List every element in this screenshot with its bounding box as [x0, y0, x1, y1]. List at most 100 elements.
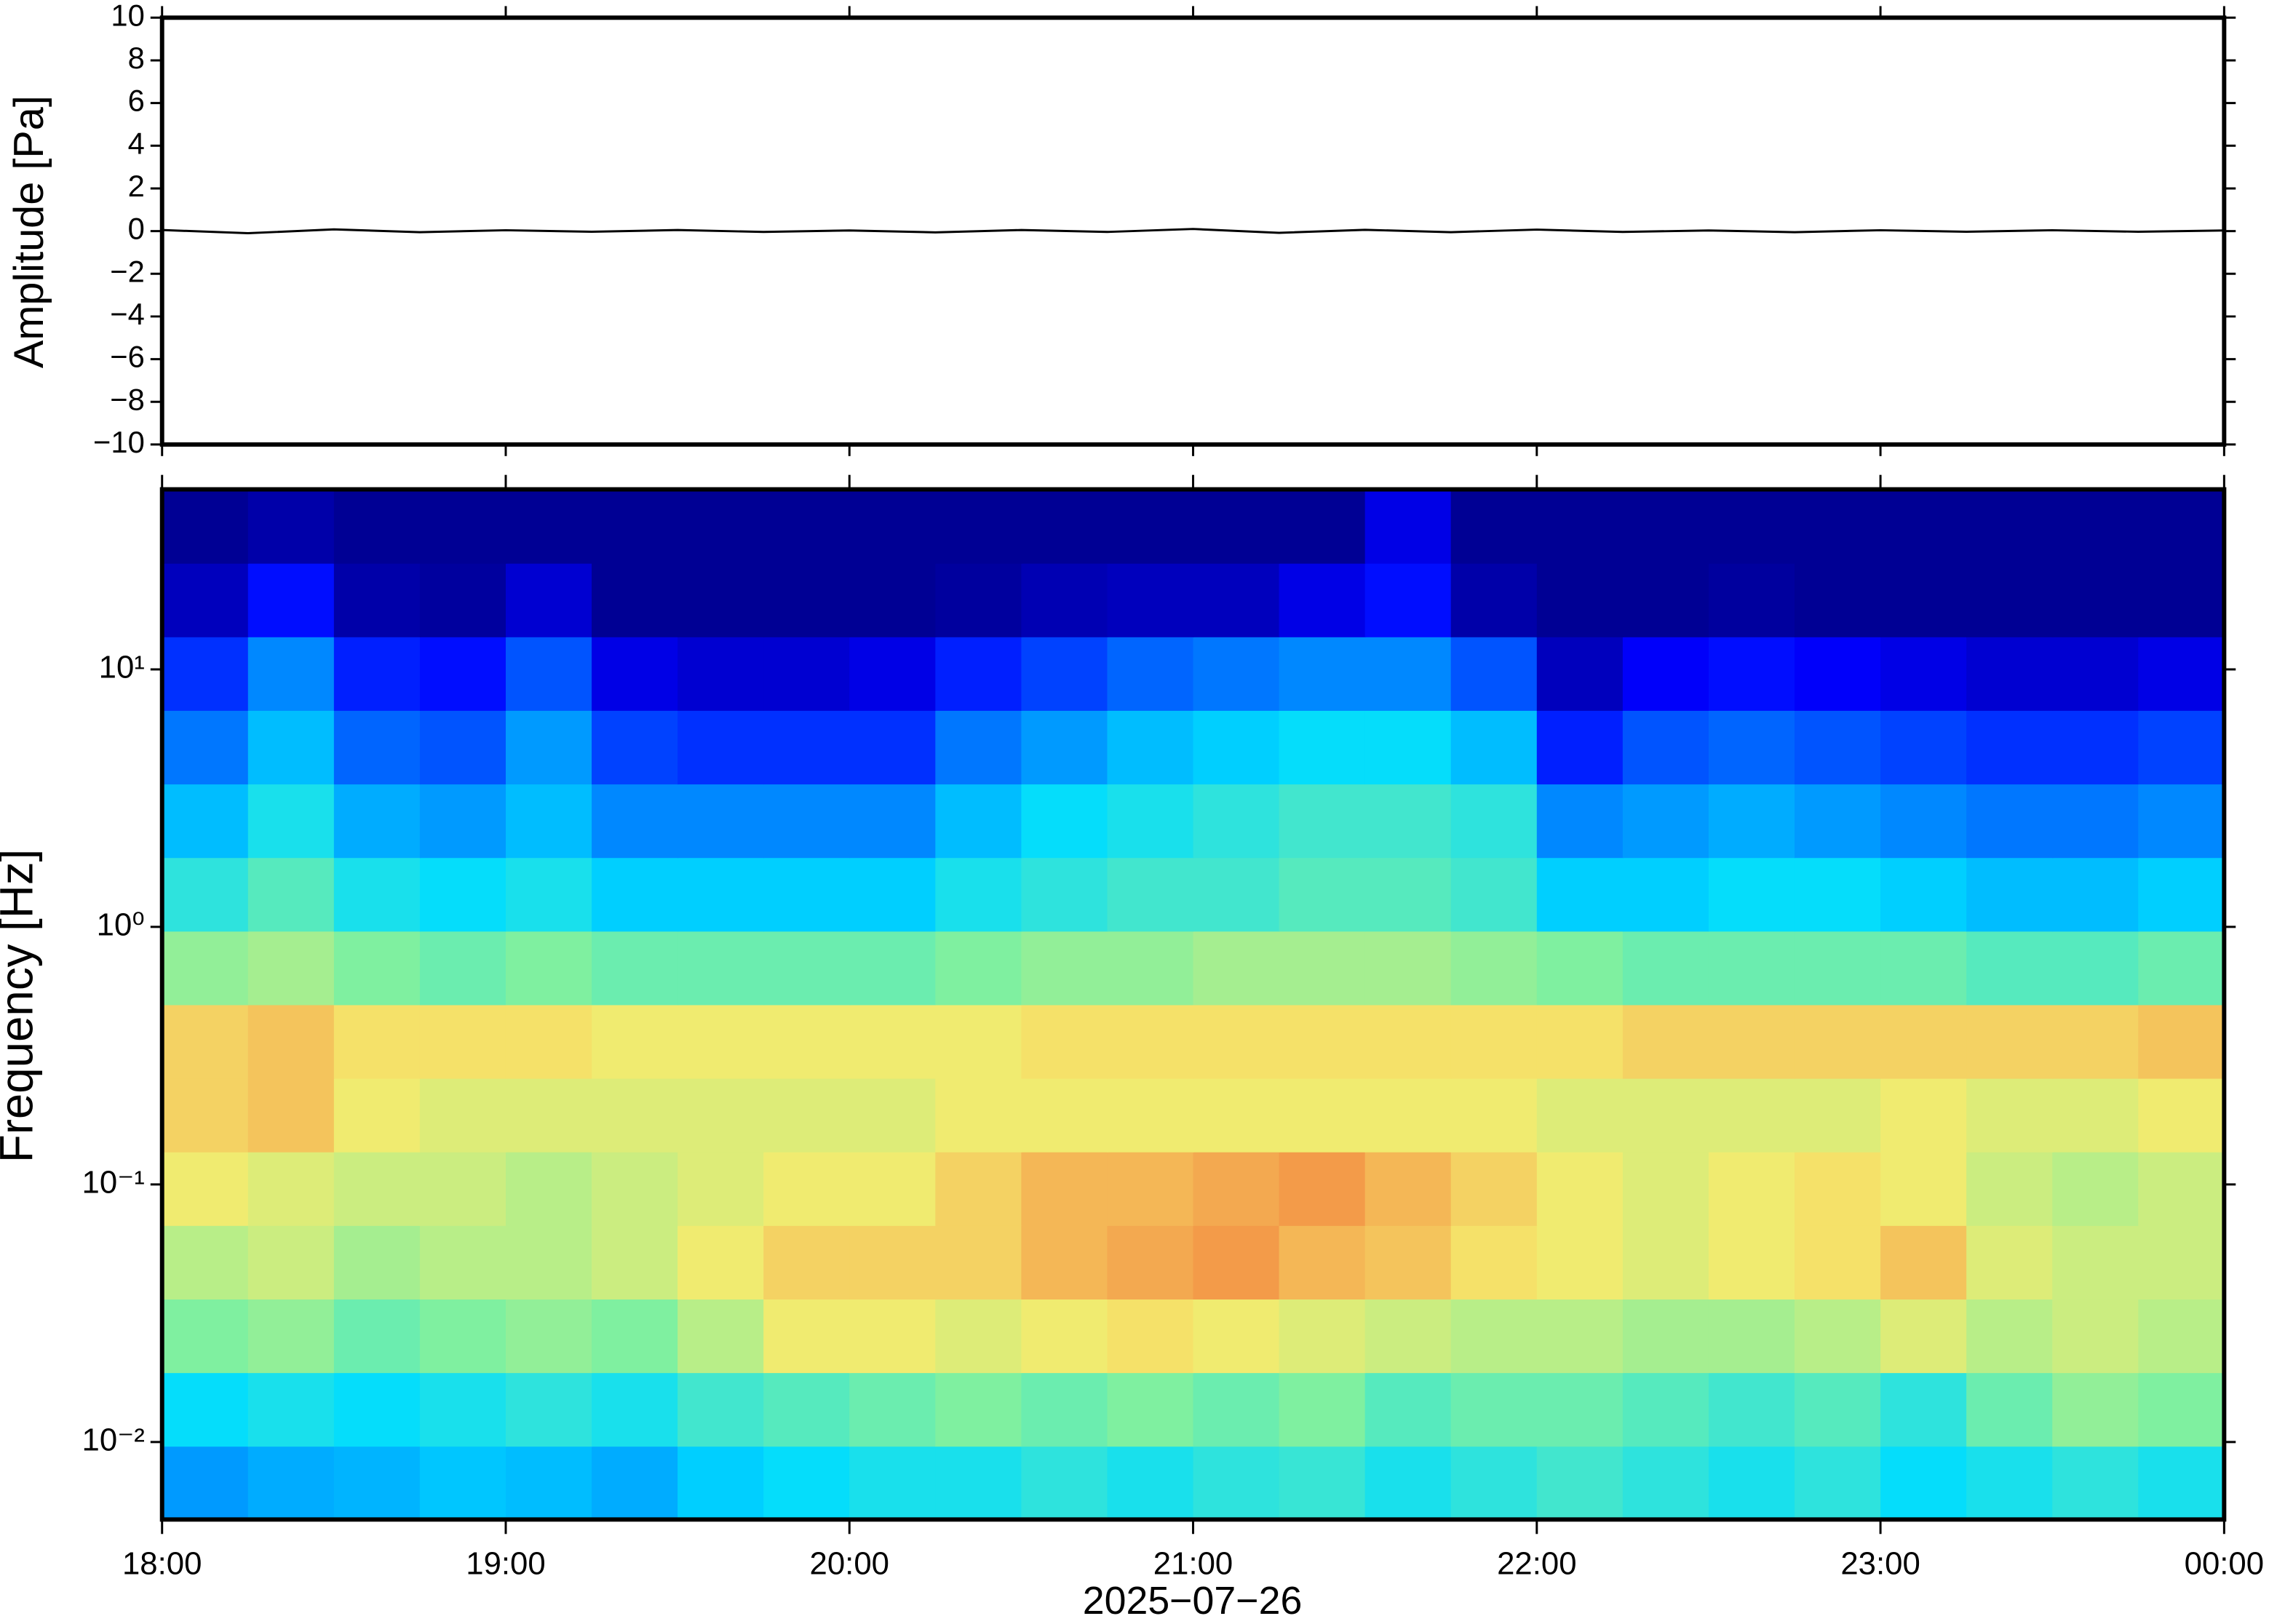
spectrogram-cell	[592, 1446, 679, 1521]
spectrogram-cell	[1966, 1225, 2054, 1299]
spectrogram-cell	[1279, 1151, 1366, 1226]
spectrogram-cell	[1966, 931, 2054, 1006]
spectrogram-cell	[935, 931, 1022, 1006]
spectrogram-cell	[1708, 709, 1796, 785]
spectrogram-cell	[1880, 784, 1968, 859]
spectrogram-cell	[505, 709, 593, 785]
spectrogram-cell	[419, 709, 506, 785]
spectrogram-cell	[1364, 562, 1452, 637]
spectrogram-cell	[1536, 1372, 1624, 1447]
spectrogram-cell	[1193, 709, 1280, 785]
spectrogram-cell	[333, 1446, 421, 1521]
spectrogram-cell	[1795, 489, 1882, 564]
spectrogram-cell	[162, 784, 249, 859]
spectrogram-cell	[1364, 1446, 1452, 1521]
spectrogram-cell	[849, 636, 937, 711]
spectrogram-cell	[1279, 1298, 1366, 1374]
spectrogram-cell	[849, 489, 937, 564]
spectrogram-cell	[419, 1446, 506, 1521]
spectrogram-cell	[1622, 489, 1709, 564]
spectrogram-cell	[1279, 1004, 1366, 1079]
spectrogram-cell	[1450, 931, 1538, 1006]
spectrogram-cell	[1107, 1446, 1194, 1521]
spectrogram-cell	[763, 1298, 851, 1374]
spectrogram-cell	[1536, 709, 1624, 785]
spectrogram-cell	[162, 1151, 249, 1226]
spectrogram-cell	[1966, 709, 2054, 785]
spectrogram-cell	[1364, 857, 1452, 932]
spectrogram-cell	[763, 857, 851, 932]
spectrogram-cell	[505, 1151, 593, 1226]
spectrogram-cell	[1536, 784, 1624, 859]
spectrogram-cell	[1708, 784, 1796, 859]
spectrogram-cell	[1450, 1078, 1538, 1153]
spectrogram-cell	[2138, 1298, 2225, 1374]
spectrogram-cell	[2052, 489, 2139, 564]
spectrogram-cell	[1622, 784, 1709, 859]
spectrogram-cell	[849, 1151, 937, 1226]
spectrogram-cell	[505, 784, 593, 859]
spectrogram-cell	[1021, 1298, 1108, 1374]
spectrogram-cell	[1193, 857, 1280, 932]
spectrogram-cell	[1107, 931, 1194, 1006]
spectrogram-cell	[1708, 1372, 1796, 1447]
frequency-y-label: Frequency [Hz]	[0, 849, 43, 1163]
spectrogram-cell	[1795, 1004, 1882, 1079]
spectrogram-cell	[763, 489, 851, 564]
spectrogram-cell	[1450, 489, 1538, 564]
plot-layer: −10 −8 −6 −4 −2 0 2 4 6 8 10 10⁻² 10⁻¹ 10⁰ 10¹ 18:00 19:…	[82, 0, 2265, 1582]
spectrogram-cell	[935, 784, 1022, 859]
spectrogram-cell	[1279, 489, 1366, 564]
spectrogram-cell	[505, 489, 593, 564]
spectrogram-cell	[677, 931, 765, 1006]
spectrogram-cell	[1021, 1078, 1108, 1153]
spectrogram-cell	[1966, 1298, 2054, 1374]
amplitude-trace	[162, 228, 2225, 235]
spectrogram-cell	[1021, 784, 1108, 859]
spectrogram-cell	[505, 1078, 593, 1153]
spectrogram-cell	[1708, 857, 1796, 932]
spectrogram-cell	[1536, 857, 1624, 932]
spectrogram-cell	[935, 1372, 1022, 1447]
spectrogram-cell	[1021, 1372, 1108, 1447]
spectrogram-cell	[162, 1078, 249, 1153]
spectrogram-cell	[1279, 1446, 1366, 1521]
spectrogram-cell	[1795, 709, 1882, 785]
spectrogram-cell	[1450, 1446, 1538, 1521]
spectrogram-cell	[1021, 1225, 1108, 1299]
spectrogram-cell	[677, 1151, 765, 1226]
spectrogram-cell	[763, 562, 851, 637]
spectrogram-cell	[1708, 1151, 1796, 1226]
spectrogram-cell	[1193, 1151, 1280, 1226]
spectrogram-cell	[2138, 1225, 2225, 1299]
spectrogram-cell	[1966, 1151, 2054, 1226]
spectrogram-cell	[1880, 1078, 1968, 1153]
spectrogram-cell	[1021, 489, 1108, 564]
spectrogram-cell	[849, 784, 937, 859]
spectrogram-cell	[162, 562, 249, 637]
spectrogram-cell	[1880, 709, 1968, 785]
y-tick-label: 10⁻²	[82, 1422, 145, 1457]
spectrogram-cell	[1193, 1298, 1280, 1374]
spectrogram-cell	[1364, 1151, 1452, 1226]
spectrogram-cell	[1708, 1078, 1796, 1153]
spectrogram-cell	[1450, 857, 1538, 932]
spectrogram-cell	[505, 1225, 593, 1299]
spectrogram-cell	[763, 1004, 851, 1079]
spectrogram-cell	[1880, 857, 1968, 932]
spectrogram-cell	[1966, 784, 2054, 859]
spectrogram-cell	[1364, 636, 1452, 711]
spectrogram-cell	[419, 784, 506, 859]
spectrogram-cell	[592, 931, 679, 1006]
spectrogram-cell	[763, 1225, 851, 1299]
spectrogram-cell	[1364, 1372, 1452, 1447]
spectrogram-cell	[1880, 1004, 1968, 1079]
spectrogram-cell	[419, 1298, 506, 1374]
spectrogram-cell	[419, 931, 506, 1006]
spectrogram-cell	[505, 636, 593, 711]
spectrogram-cell	[2052, 1372, 2139, 1447]
spectrogram-cell	[935, 1446, 1022, 1521]
spectrogram-cell	[505, 1446, 593, 1521]
spectrogram-cell	[763, 709, 851, 785]
y-tick-label: −8	[110, 382, 145, 416]
